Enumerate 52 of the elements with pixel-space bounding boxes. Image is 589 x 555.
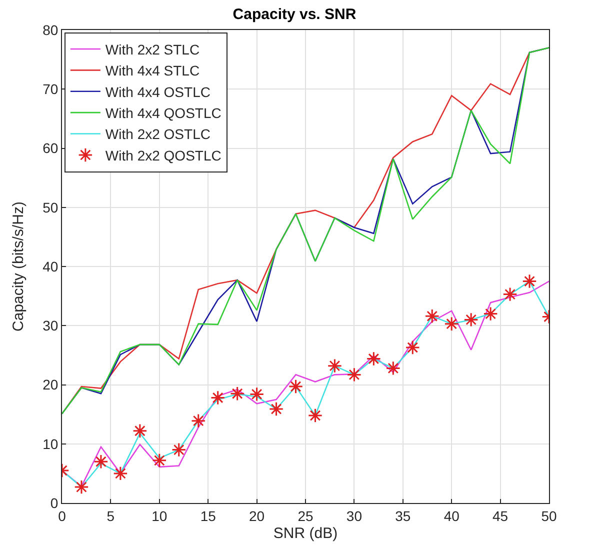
x-axis-title: SNR (dB) xyxy=(273,524,338,542)
point xyxy=(386,360,401,376)
point xyxy=(268,402,284,416)
point xyxy=(424,308,440,324)
y-tick-label: 10 xyxy=(42,436,58,452)
point xyxy=(405,340,420,355)
y-tick-label: 80 xyxy=(42,22,58,38)
y-axis-title: Capacity (bits/s/Hz) xyxy=(10,201,27,332)
point xyxy=(464,312,478,328)
legend-label: With 2x2 OSTLC xyxy=(105,126,210,142)
point xyxy=(172,442,186,458)
x-tick-label: 40 xyxy=(444,508,460,524)
x-tick-label: 15 xyxy=(200,508,216,524)
legend-label: With 2x2 STLC xyxy=(105,41,200,58)
x-tick-label: 20 xyxy=(249,508,265,524)
y-tick-label: 0 xyxy=(50,494,58,511)
point xyxy=(346,367,362,382)
x-tick-label: 50 xyxy=(541,508,557,524)
x-tick-label: 5 xyxy=(106,508,115,524)
y-tick-label: 60 xyxy=(42,140,58,156)
point xyxy=(366,351,382,366)
y-tick-label: 20 xyxy=(42,376,58,393)
x-tick-label: 45 xyxy=(492,508,508,524)
point xyxy=(444,316,459,332)
legend-label: With 2x2 QOSTLC xyxy=(105,147,222,164)
y-tick-label: 70 xyxy=(42,81,58,98)
point xyxy=(230,386,245,401)
x-tick-label: 35 xyxy=(395,508,411,524)
point xyxy=(483,306,498,322)
point xyxy=(152,453,167,468)
legend-label: With 4x4 OSTLC xyxy=(105,84,210,100)
y-tick-label: 40 xyxy=(42,258,58,274)
point xyxy=(191,413,206,428)
point xyxy=(308,408,323,423)
y-tick-label: 30 xyxy=(42,318,58,334)
point xyxy=(502,286,518,302)
point xyxy=(288,379,304,394)
x-tick-label: 25 xyxy=(298,508,314,524)
chart-title: Capacity vs. SNR xyxy=(232,6,356,23)
point xyxy=(522,274,537,289)
y-tick-label: 50 xyxy=(42,199,58,216)
legend-label: With 4x4 STLC xyxy=(105,62,200,79)
x-tick-label: 10 xyxy=(152,508,168,524)
x-tick-label: 30 xyxy=(346,508,362,524)
point xyxy=(327,358,342,374)
legend-label: With 4x4 QOSTLC xyxy=(105,105,222,122)
point xyxy=(94,454,108,469)
point xyxy=(113,466,128,481)
point xyxy=(132,424,148,438)
point xyxy=(74,480,89,494)
point xyxy=(210,390,226,406)
point xyxy=(249,386,264,402)
